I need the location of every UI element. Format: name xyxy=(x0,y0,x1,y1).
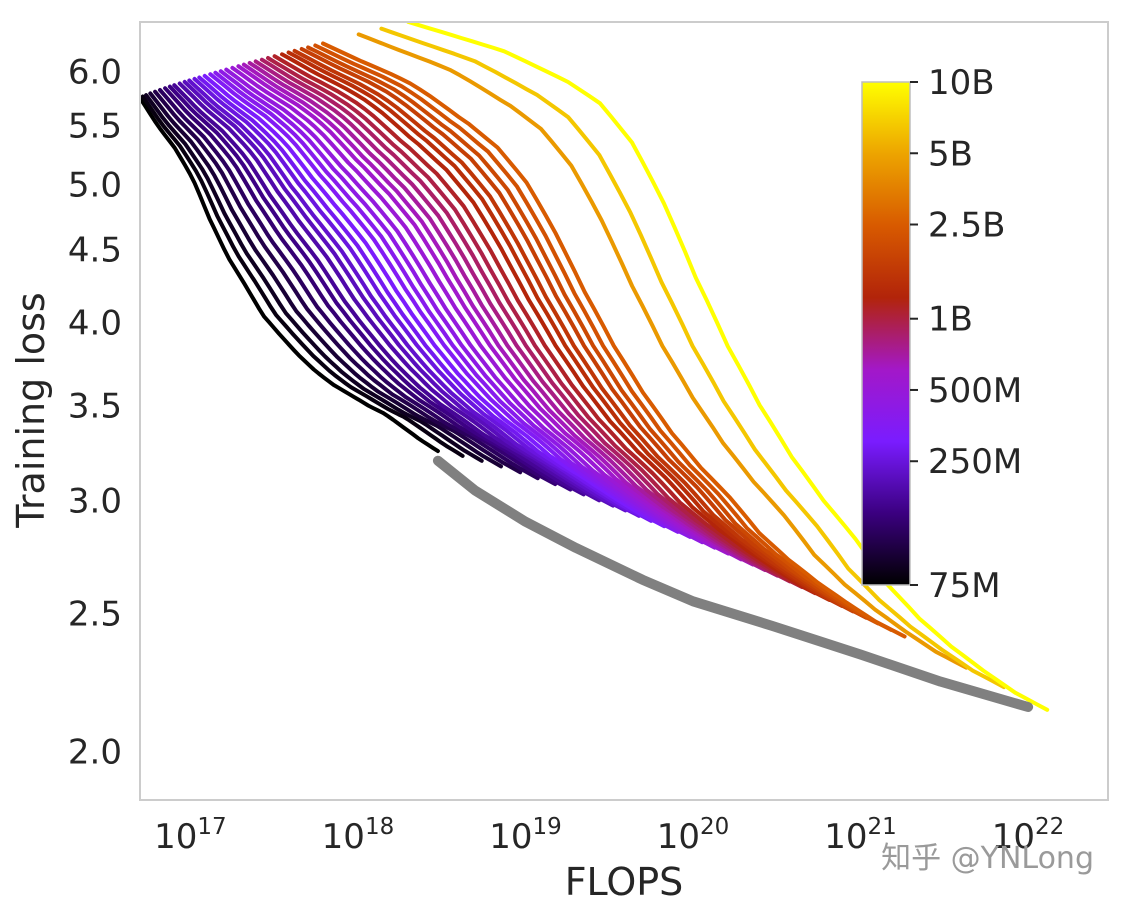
loss-curve-series xyxy=(259,57,792,584)
y-tick-label: 2.5 xyxy=(68,595,122,635)
frontier-envelope xyxy=(432,455,1034,712)
y-tick-label: 5.5 xyxy=(68,106,122,146)
x-tick-label: 1022 xyxy=(992,814,1065,857)
loss-curve-series xyxy=(192,76,641,518)
colorbar-tick-label: 250M xyxy=(928,442,1022,482)
loss-curve-series xyxy=(144,93,484,463)
loss-curve-series xyxy=(163,86,558,487)
loss-curve-series xyxy=(213,70,692,539)
loss-curve-series xyxy=(208,72,680,534)
loss-curve-series xyxy=(306,45,880,626)
loss-curves xyxy=(140,22,1050,712)
loss-curve-series xyxy=(236,64,744,562)
colorbar-tick-label: 75M xyxy=(928,566,1001,606)
loss-curve-series xyxy=(167,84,573,492)
loss-curve-series xyxy=(197,75,654,523)
y-tick-label: 4.5 xyxy=(68,231,122,271)
colorbar-gradient xyxy=(861,81,911,586)
loss-curve-series xyxy=(406,22,1050,712)
loss-curve-series xyxy=(280,52,832,602)
y-tick-label: 3.0 xyxy=(68,482,122,522)
x-axis-ticks: 1017 1018 1019 1020 1021 1022 xyxy=(154,814,1064,857)
colorbar-tick-label: 10B xyxy=(928,63,995,103)
loss-curve-series xyxy=(153,89,523,475)
x-tick-label: 1019 xyxy=(489,814,562,857)
loss-curve-series xyxy=(266,56,804,589)
colorbar-tick-label: 5B xyxy=(928,134,973,174)
loss-curve-series xyxy=(158,88,540,481)
x-tick-label: 1017 xyxy=(154,814,227,857)
loss-curve-series xyxy=(286,50,844,608)
x-tick-label: 1021 xyxy=(824,814,897,857)
watermark: 知乎 @YNLong xyxy=(881,841,1094,876)
loss-curve-series xyxy=(321,41,907,639)
frontier-line xyxy=(432,455,1034,712)
loss-curve-series xyxy=(253,59,780,578)
colorbar-tick-label: 2.5B xyxy=(928,206,1005,246)
y-axis-label: Training loss xyxy=(9,292,53,528)
y-tick-label: 6.0 xyxy=(68,53,122,93)
y-tick-label: 4.0 xyxy=(68,304,122,344)
y-axis-ticks: 2.0 2.5 3.0 3.5 4.0 4.5 5.0 5.5 6.0 xyxy=(68,53,122,773)
x-tick-label: 1018 xyxy=(322,814,395,857)
loss-curve-series xyxy=(140,95,440,454)
colorbar: 10B 5B 2.5B 1B 500M 250M 75M xyxy=(861,63,1022,606)
loss-curve-series xyxy=(356,32,969,670)
loss-curve-series xyxy=(379,26,1006,690)
loss-curve-series xyxy=(224,67,717,550)
loss-curve-series xyxy=(313,43,893,632)
loss-curve-series xyxy=(177,81,602,503)
y-tick-label: 5.0 xyxy=(68,165,122,205)
colorbar-tick-label: 1B xyxy=(928,300,973,340)
loss-curve-series xyxy=(230,65,731,556)
loss-curve-series xyxy=(272,54,817,596)
plot-frame xyxy=(139,21,1109,801)
loss-curve-series xyxy=(187,78,628,513)
loss-curve-series xyxy=(202,73,667,529)
x-axis-label: FLOPS xyxy=(565,860,684,904)
loss-curve-series xyxy=(140,94,465,458)
loss-curve-series xyxy=(241,62,755,567)
loss-curve-series xyxy=(182,79,615,508)
colorbar-ticks: 10B 5B 2.5B 1B 500M 250M 75M xyxy=(910,63,1022,606)
loss-curve-series xyxy=(218,69,705,545)
y-tick-label: 2.0 xyxy=(68,733,122,773)
loss-curve-series xyxy=(292,48,855,614)
loss-curve-series xyxy=(148,91,503,469)
y-tick-label: 3.5 xyxy=(68,386,122,426)
colorbar-tick-label: 500M xyxy=(928,371,1022,411)
loss-curve-series xyxy=(247,61,767,572)
loss-curve-series xyxy=(172,83,586,497)
x-tick-label: 1020 xyxy=(657,814,730,857)
loss-curve-series xyxy=(299,47,869,620)
